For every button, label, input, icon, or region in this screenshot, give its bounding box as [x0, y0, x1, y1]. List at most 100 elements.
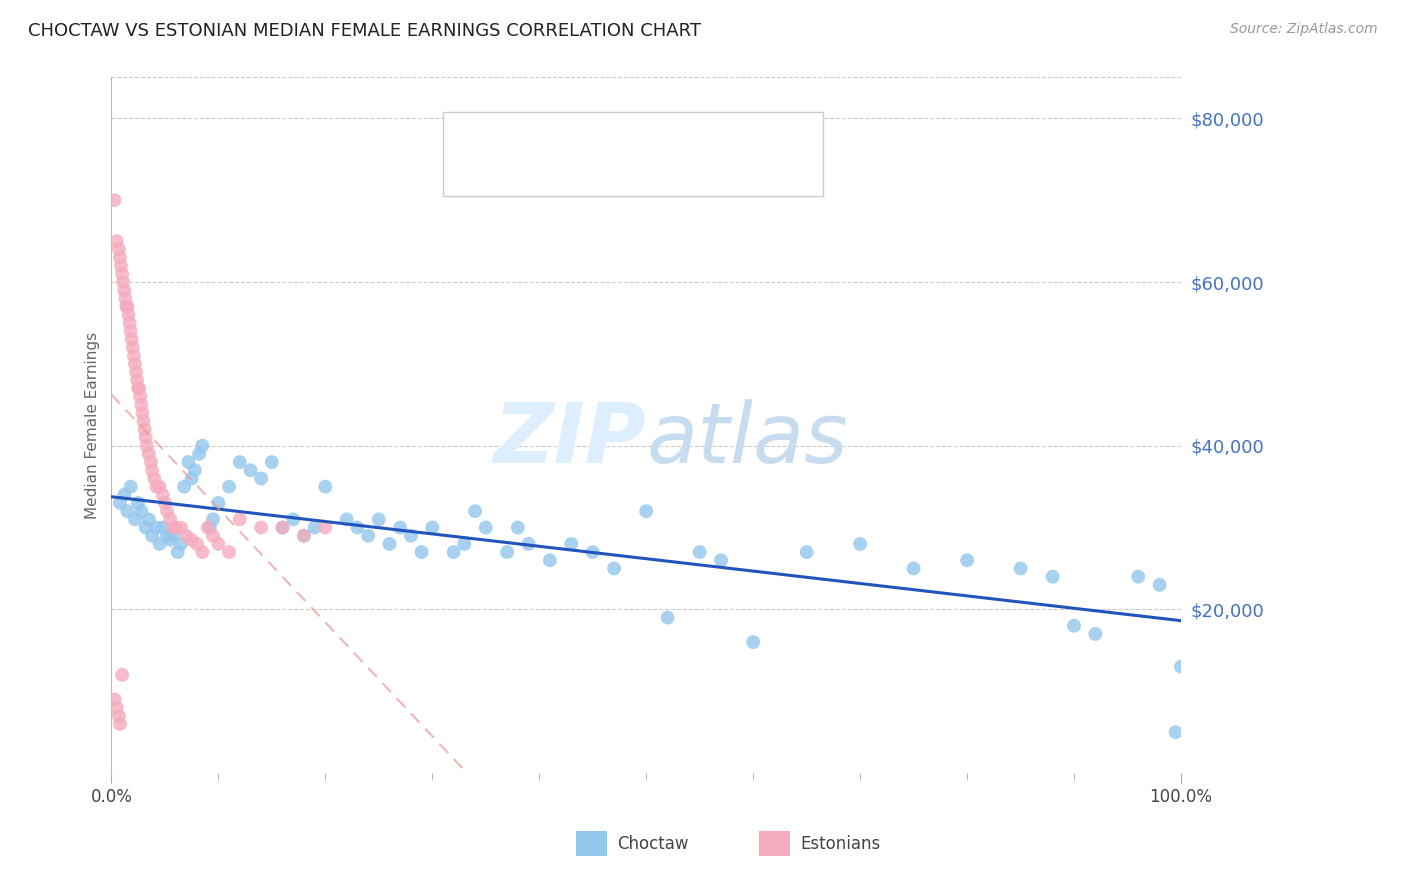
- Point: [177, 455, 200, 469]
- Point: [104, 193, 127, 207]
- Point: [1042, 569, 1064, 583]
- Point: [111, 668, 134, 682]
- Point: [453, 537, 475, 551]
- Point: [111, 267, 134, 281]
- Point: [112, 283, 135, 297]
- Point: [127, 381, 149, 395]
- Text: ZIP: ZIP: [494, 399, 647, 480]
- Point: [108, 251, 131, 265]
- Point: [399, 529, 422, 543]
- Point: [474, 520, 496, 534]
- Point: [135, 520, 157, 534]
- Point: [124, 357, 146, 371]
- Point: [1170, 659, 1192, 673]
- Point: [117, 300, 139, 314]
- Point: [1149, 578, 1171, 592]
- Point: [112, 275, 135, 289]
- Point: [132, 414, 155, 428]
- Point: [207, 496, 229, 510]
- Point: [903, 561, 925, 575]
- Point: [135, 439, 157, 453]
- Point: [202, 529, 225, 543]
- Text: R = -0.138   N = 60: R = -0.138 N = 60: [502, 165, 709, 183]
- Point: [117, 504, 139, 518]
- Point: [389, 520, 412, 534]
- Text: CHOCTAW VS ESTONIAN MEDIAN FEMALE EARNINGS CORRELATION CHART: CHOCTAW VS ESTONIAN MEDIAN FEMALE EARNIN…: [28, 22, 702, 40]
- Point: [218, 480, 240, 494]
- Point: [152, 488, 174, 502]
- Point: [260, 455, 283, 469]
- Point: [218, 545, 240, 559]
- Point: [122, 349, 145, 363]
- Point: [112, 488, 135, 502]
- Point: [1010, 561, 1032, 575]
- Point: [110, 259, 132, 273]
- Point: [292, 529, 315, 543]
- Point: [229, 512, 252, 526]
- Point: [198, 520, 221, 534]
- Point: [162, 520, 184, 534]
- Text: R = -0.642   N = 74: R = -0.642 N = 74: [502, 140, 709, 158]
- Point: [121, 332, 143, 346]
- Point: [411, 545, 433, 559]
- Point: [443, 545, 465, 559]
- Point: [184, 463, 207, 477]
- Point: [742, 635, 765, 649]
- Point: [131, 504, 153, 518]
- Point: [156, 529, 179, 543]
- Point: [117, 308, 139, 322]
- Text: Estonians: Estonians: [800, 835, 880, 853]
- Point: [367, 512, 389, 526]
- Point: [304, 520, 326, 534]
- Point: [118, 316, 141, 330]
- Point: [357, 529, 380, 543]
- Point: [153, 496, 176, 510]
- Point: [849, 537, 872, 551]
- Point: [271, 520, 294, 534]
- Point: [292, 529, 315, 543]
- Point: [346, 520, 368, 534]
- Point: [128, 381, 150, 395]
- Point: [250, 520, 273, 534]
- Point: [464, 504, 486, 518]
- Point: [145, 480, 167, 494]
- Point: [582, 545, 605, 559]
- Point: [134, 422, 156, 436]
- Point: [105, 234, 128, 248]
- Point: [114, 292, 136, 306]
- Point: [250, 471, 273, 485]
- Point: [560, 537, 582, 551]
- Point: [170, 520, 193, 534]
- Point: [145, 520, 167, 534]
- Point: [239, 463, 262, 477]
- Point: [166, 545, 188, 559]
- Point: [191, 545, 214, 559]
- Text: Choctaw: Choctaw: [617, 835, 689, 853]
- Point: [138, 512, 160, 526]
- Point: [603, 561, 626, 575]
- Point: [657, 610, 679, 624]
- Point: [170, 537, 193, 551]
- Point: [138, 447, 160, 461]
- Point: [143, 471, 166, 485]
- Point: [135, 430, 157, 444]
- Point: [1084, 627, 1107, 641]
- Point: [125, 365, 148, 379]
- Point: [506, 520, 529, 534]
- Point: [188, 447, 211, 461]
- Point: [141, 463, 163, 477]
- Point: [159, 533, 181, 547]
- Point: [165, 520, 187, 534]
- Point: [108, 708, 131, 723]
- Point: [156, 504, 179, 518]
- Point: [283, 512, 305, 526]
- Point: [186, 537, 208, 551]
- Point: [207, 537, 229, 551]
- Point: [159, 512, 181, 526]
- Point: [1164, 725, 1187, 739]
- Y-axis label: Median Female Earnings: Median Female Earnings: [86, 332, 100, 519]
- Point: [104, 692, 127, 706]
- Point: [125, 373, 148, 387]
- Text: Source: ZipAtlas.com: Source: ZipAtlas.com: [1230, 22, 1378, 37]
- Point: [105, 700, 128, 714]
